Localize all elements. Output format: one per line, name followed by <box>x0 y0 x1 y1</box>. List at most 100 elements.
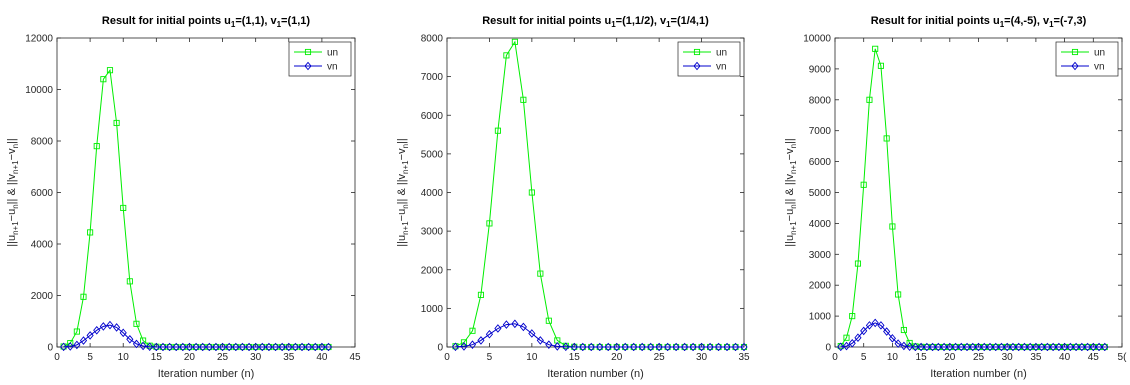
x-tick-label: 30 <box>696 352 708 363</box>
data-point-vn <box>1049 342 1057 351</box>
data-point-vn <box>79 336 88 345</box>
y-tick-label: 9000 <box>809 64 832 75</box>
series-vn <box>837 318 1109 351</box>
data-point-vn <box>906 342 914 351</box>
chart-title: Result for initial points u1=(1,1), v1=(… <box>102 15 311 29</box>
data-point-vn <box>502 320 510 329</box>
data-point-vn <box>1072 342 1080 351</box>
data-point-vn <box>1003 342 1011 351</box>
data-point-vn <box>963 342 971 351</box>
data-point-un <box>849 313 856 320</box>
data-point-vn <box>980 342 988 351</box>
data-point-vn <box>579 342 587 351</box>
data-point-vn <box>1055 342 1063 351</box>
data-point-vn <box>837 342 845 351</box>
data-point-vn <box>923 342 931 351</box>
data-point-vn <box>238 342 247 351</box>
data-point-vn <box>860 326 868 336</box>
data-point-un <box>872 45 879 52</box>
y-tick-label: 10000 <box>803 34 831 45</box>
legend-label-un: un <box>1094 48 1105 59</box>
data-point-vn <box>630 342 638 351</box>
data-point-vn <box>152 342 160 351</box>
y-tick-label: 7000 <box>809 126 832 137</box>
chart-title: Result for initial points u1=(1,1/2), v1… <box>482 15 709 29</box>
plot-area <box>446 37 745 348</box>
x-axis-label: Iteration number (n) <box>158 368 255 380</box>
y-tick-label: 3000 <box>809 250 832 261</box>
x-tick-label: 15 <box>569 352 581 363</box>
legend: un vn <box>1055 41 1119 77</box>
data-point-vn <box>318 342 326 351</box>
x-tick-label: 35 <box>1030 352 1042 363</box>
data-point-vn <box>553 342 561 351</box>
x-tick-label: 45 <box>1088 352 1100 363</box>
data-point-un <box>73 328 80 335</box>
data-point-vn <box>1043 342 1051 351</box>
x-tick-label: 45 <box>349 352 361 363</box>
legend-box <box>1055 41 1119 77</box>
data-point-vn <box>1020 342 1029 351</box>
data-point-un <box>528 189 535 196</box>
data-point-vn <box>664 342 672 351</box>
y-tick-label: 2000 <box>31 291 54 302</box>
data-point-vn <box>877 321 885 330</box>
data-point-vn <box>139 341 147 351</box>
chart-panel-3: 0100020003000400050006000700080009000100… <box>784 15 1127 380</box>
y-tick-label: 6000 <box>421 111 444 122</box>
data-point-un <box>854 260 862 267</box>
legend-marker-vn <box>304 61 312 71</box>
data-point-vn <box>146 342 154 351</box>
data-point-un <box>120 204 127 212</box>
data-point-vn <box>848 338 856 348</box>
legend-marker-vn <box>1071 61 1079 71</box>
x-tick-label: 35 <box>283 352 295 363</box>
data-point-vn <box>1101 342 1109 351</box>
data-point-vn <box>106 320 114 330</box>
plot-area <box>56 37 356 348</box>
data-point-vn <box>1009 342 1017 351</box>
data-point-un <box>126 278 133 285</box>
series-vn <box>60 320 333 351</box>
data-point-vn <box>252 342 260 351</box>
legend-marker-un <box>693 48 701 56</box>
data-point-vn <box>1078 342 1086 351</box>
data-point-vn <box>192 342 200 351</box>
data-point-vn <box>570 342 578 351</box>
data-point-vn <box>587 342 595 351</box>
data-point-vn <box>93 325 101 335</box>
data-point-vn <box>706 342 714 351</box>
x-tick-label: 25 <box>973 352 985 363</box>
data-point-vn <box>740 342 748 351</box>
data-point-un <box>87 229 94 236</box>
data-point-vn <box>917 342 925 351</box>
data-point-vn <box>60 342 68 351</box>
y-tick-label: 4000 <box>809 219 832 230</box>
y-tick-label: 6000 <box>809 157 832 168</box>
x-tick-label: 5( <box>1118 352 1128 363</box>
y-tick-label: 0 <box>825 343 831 354</box>
data-point-vn <box>119 328 127 338</box>
data-point-vn <box>265 342 273 351</box>
x-tick-label: 0 <box>54 352 60 363</box>
x-axis-label: Iteration number (n) <box>547 368 644 380</box>
data-point-vn <box>928 342 937 351</box>
data-point-un <box>469 327 476 334</box>
x-tick-label: 20 <box>184 352 196 363</box>
y-tick-label: 8000 <box>421 34 444 45</box>
data-point-un <box>537 270 544 277</box>
data-point-vn <box>494 324 502 333</box>
data-point-vn <box>997 342 1006 351</box>
y-axis-label: ||un+1−un|| & ||vn+1−vn|| <box>6 138 20 247</box>
data-point-un <box>883 135 890 142</box>
data-point-vn <box>951 342 960 351</box>
data-point-vn <box>291 342 299 351</box>
data-point-vn <box>900 341 908 351</box>
data-point-vn <box>185 342 194 351</box>
data-point-un <box>906 339 913 347</box>
data-point-vn <box>485 329 494 339</box>
data-point-vn <box>638 342 646 351</box>
data-point-vn <box>1038 342 1046 351</box>
y-tick-label: 6000 <box>31 188 54 199</box>
legend-marker-un <box>1071 48 1079 56</box>
